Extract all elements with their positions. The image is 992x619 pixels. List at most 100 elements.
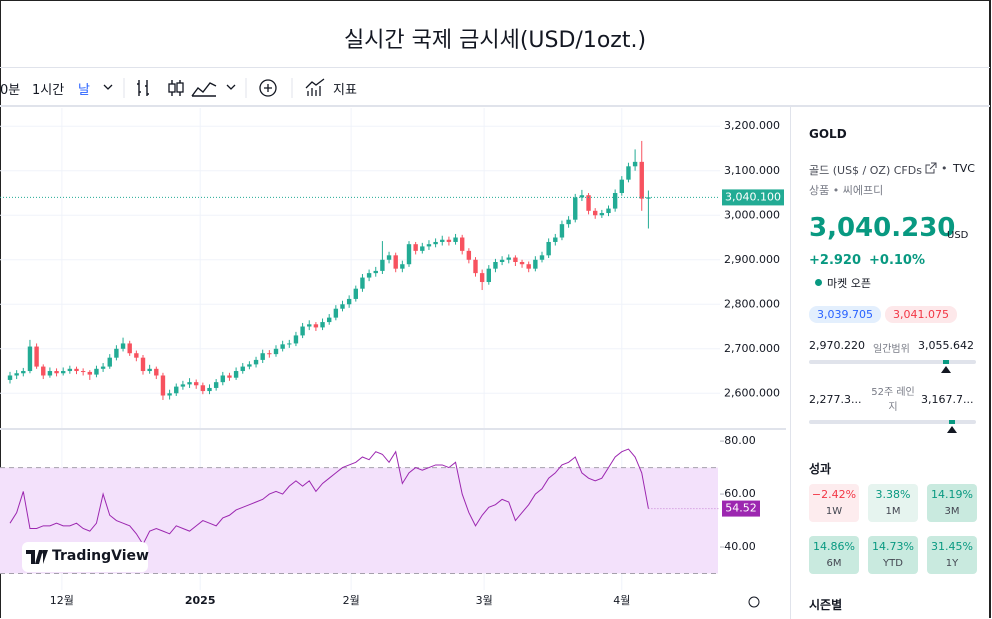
candle-body xyxy=(273,348,279,355)
candle-body xyxy=(213,382,219,388)
year-range-low: 2,277.3... xyxy=(809,393,862,406)
candle-body xyxy=(573,197,578,220)
toolbar-icons xyxy=(103,78,325,98)
candle-body xyxy=(366,273,372,278)
candle-body xyxy=(174,386,179,394)
candle-body xyxy=(473,259,478,274)
performance-tile[interactable]: 31.45% 1Y xyxy=(927,536,977,574)
page-title: 실시간 국제 금시세(USD/1ozt.) xyxy=(343,28,647,53)
y-tick-label: 2,900.000 xyxy=(724,253,780,266)
x-tick-label: 3월 xyxy=(476,594,493,607)
candle-body xyxy=(313,324,319,328)
candle-body xyxy=(533,259,538,269)
change-percent: +0.10% xyxy=(869,253,925,268)
candle-body xyxy=(579,195,585,198)
candle-body xyxy=(187,382,192,385)
x-tick-label: 2월 xyxy=(343,594,360,607)
settings-icon[interactable] xyxy=(748,596,760,608)
last-price-box xyxy=(722,189,784,206)
candle-body xyxy=(21,371,26,374)
candle-body xyxy=(227,375,232,378)
y-tick-label: 2,800.000 xyxy=(724,297,780,310)
candle-body xyxy=(74,368,79,372)
candle-body xyxy=(127,343,132,354)
candle-body xyxy=(280,344,285,349)
interval-button[interactable]: 0분 xyxy=(0,83,21,98)
candle-body xyxy=(14,373,19,376)
year-range-high: 3,167.7... xyxy=(921,393,974,406)
candle-body xyxy=(167,393,172,396)
area-icon[interactable] xyxy=(191,82,217,97)
candle-body xyxy=(100,366,106,369)
candle-body xyxy=(340,304,345,309)
candle-body xyxy=(61,371,66,374)
candle-body xyxy=(180,384,186,387)
add-icon[interactable] xyxy=(259,79,277,97)
performance-value: 31.45% xyxy=(931,540,973,553)
candle-body xyxy=(632,161,638,167)
dropdown-icon[interactable] xyxy=(103,84,113,90)
rsi-last-box xyxy=(722,500,760,517)
interval-button[interactable]: 1시간 xyxy=(32,83,65,98)
candle-body xyxy=(519,261,525,265)
candle-body xyxy=(646,197,651,199)
candle-body xyxy=(233,371,239,378)
candle-body xyxy=(386,255,392,260)
candle-body xyxy=(486,268,491,283)
candle-body xyxy=(586,195,591,211)
candle-body xyxy=(154,368,159,376)
candle-body xyxy=(619,179,624,194)
x-tick-label: 2025 xyxy=(185,594,216,607)
interval-button[interactable]: 날 xyxy=(78,83,90,98)
external-link-icon[interactable] xyxy=(925,162,937,174)
candle-body xyxy=(433,241,438,245)
description: 골드 (US$ / OZ) CFDs xyxy=(809,164,922,177)
category: 상품 • 씨에프디 xyxy=(809,184,884,197)
performance-value: 14.73% xyxy=(872,540,914,553)
indicators-button[interactable]: 지표 xyxy=(333,83,357,98)
rsi-tick-label: 60.00 xyxy=(724,487,756,500)
candle-body xyxy=(626,166,631,180)
performance-tile[interactable]: 14.86% 6M xyxy=(809,536,859,574)
candle-body xyxy=(300,326,305,336)
candle-body xyxy=(380,259,385,271)
logo xyxy=(26,550,48,564)
candle-body xyxy=(94,368,99,375)
candle-body xyxy=(54,371,59,374)
candle-body xyxy=(446,239,452,242)
currency: USD xyxy=(947,230,969,241)
candle-body xyxy=(499,259,505,262)
candle-body xyxy=(406,244,412,265)
performance-tile[interactable]: 3.38% 1M xyxy=(868,484,918,522)
candle-body xyxy=(220,375,225,383)
candle-body xyxy=(247,364,252,367)
indicator-icon[interactable] xyxy=(305,78,325,96)
performance-tile[interactable]: −2.42% 1W xyxy=(809,484,859,522)
section-title: 성과 xyxy=(809,462,832,476)
candle-body xyxy=(606,208,611,214)
exchange: TVC xyxy=(953,162,975,175)
candle-body xyxy=(426,244,432,247)
last-price-label: 3,040.100 xyxy=(725,190,781,203)
symbol: GOLD xyxy=(809,127,847,141)
performance-period: YTD xyxy=(883,558,903,569)
performance-tile[interactable]: 14.73% YTD xyxy=(868,536,918,574)
change: +2.920 xyxy=(809,253,862,268)
candle-body xyxy=(207,387,212,392)
candle-body xyxy=(546,241,551,256)
candle-body xyxy=(513,257,518,262)
bar-icon[interactable] xyxy=(137,80,149,96)
day-range-high: 3,055.642 xyxy=(918,339,974,352)
candle-body xyxy=(346,298,352,305)
performance-value: 14.86% xyxy=(813,540,855,553)
candle-body xyxy=(80,371,86,373)
candle-body xyxy=(47,371,53,376)
candle-body xyxy=(479,273,485,283)
dropdown-icon[interactable] xyxy=(226,84,236,90)
performance-tile[interactable]: 14.19% 3M xyxy=(927,484,977,522)
candle-body xyxy=(7,375,13,380)
candle-body xyxy=(27,346,33,372)
day-range-label: 일간범위 xyxy=(873,344,910,355)
bid: 3,039.705 xyxy=(809,306,881,323)
candle-body xyxy=(506,257,511,260)
